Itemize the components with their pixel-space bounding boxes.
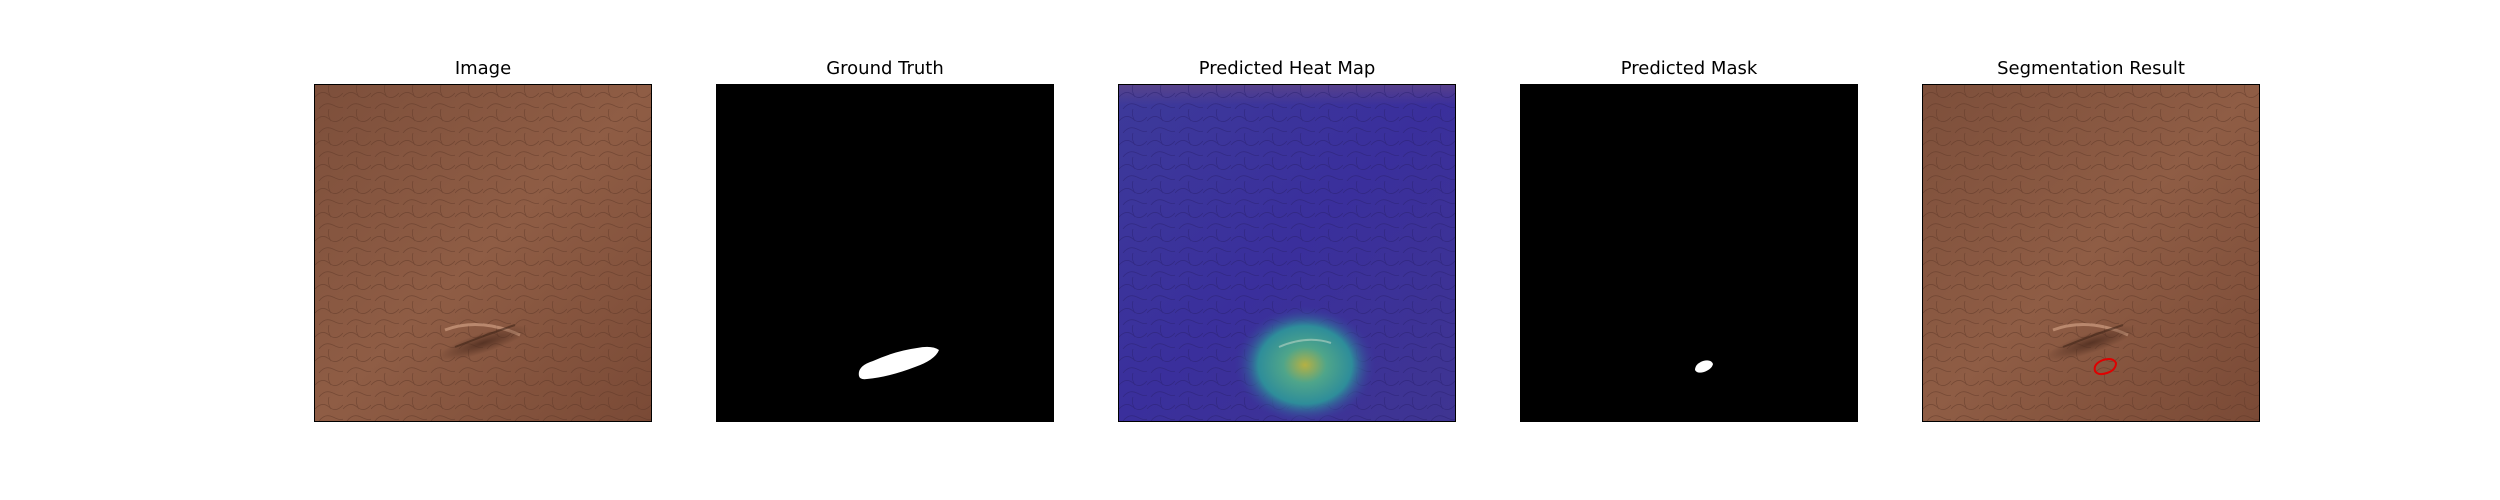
panel-title: Predicted Heat Map	[1198, 58, 1376, 79]
heat-map-image	[1118, 84, 1456, 422]
panel-title: Ground Truth	[826, 58, 944, 79]
ground-truth-mask-image	[716, 84, 1054, 422]
panel-title: Predicted Mask	[1620, 58, 1758, 79]
segmentation-contour	[2093, 358, 2118, 376]
panel-title: Image	[454, 58, 512, 79]
segmentation-overlay-image	[1922, 84, 2260, 422]
leather-texture-image	[314, 84, 652, 422]
panel-title: Segmentation Result	[1997, 58, 2185, 79]
predicted-mask-image	[1520, 84, 1858, 422]
